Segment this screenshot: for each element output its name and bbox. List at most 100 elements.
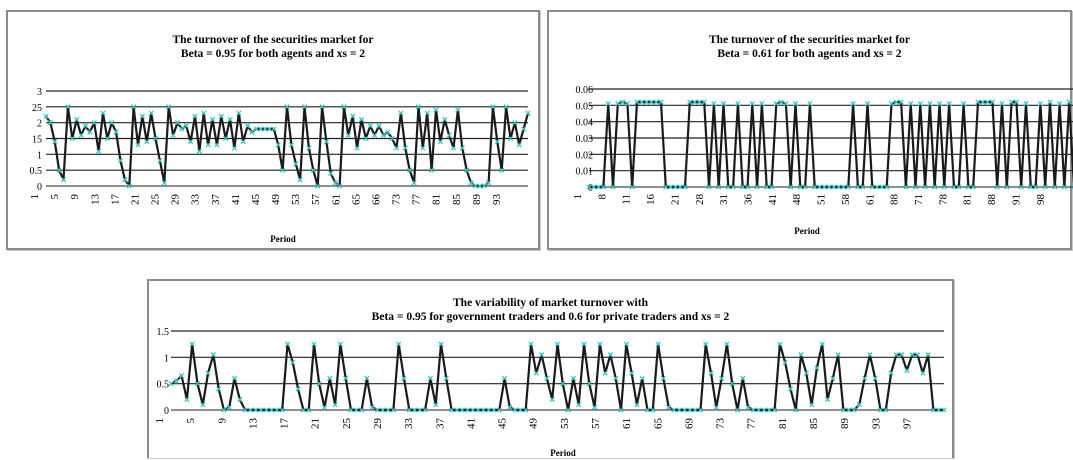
data-point <box>715 184 722 190</box>
data-point <box>485 180 492 186</box>
x-tick-label: 73 <box>391 194 403 206</box>
x-tick-label: 48 <box>791 194 803 206</box>
chart-title: The turnover of the securities market fo… <box>8 33 538 61</box>
data-point <box>720 101 727 107</box>
data-point <box>783 101 789 107</box>
data-point <box>345 132 352 138</box>
data-point <box>650 407 656 413</box>
data-point <box>358 407 365 413</box>
x-tick-label: 61 <box>864 194 876 205</box>
chart-panel-beta-095: The turnover of the securities market fo… <box>6 10 540 250</box>
data-point <box>463 167 470 173</box>
data-point <box>295 386 301 392</box>
data-point <box>581 341 587 347</box>
data-point <box>591 404 598 411</box>
y-tick-label: 15 <box>32 135 42 146</box>
chart-title-line-2: Beta = 0.61 for both agents and xs = 2 <box>717 48 902 60</box>
data-point <box>406 407 412 413</box>
data-point <box>363 135 369 142</box>
data-point <box>768 184 775 190</box>
data-point <box>1013 99 1020 105</box>
data-point <box>512 407 518 413</box>
data-point <box>528 341 534 347</box>
x-tick-label: 17 <box>279 418 291 430</box>
data-point <box>523 407 529 413</box>
data-point <box>135 142 141 148</box>
data-point <box>893 99 899 105</box>
data-point <box>777 341 783 347</box>
data-point <box>946 101 952 107</box>
x-tick-label: 91 <box>1010 194 1022 205</box>
x-tick-label: 49 <box>270 194 282 206</box>
x-tick-label: 65 <box>350 194 362 206</box>
x-tick-label: 98 <box>1035 194 1047 206</box>
data-point <box>999 101 1005 107</box>
data-point <box>1008 99 1015 105</box>
x-tick-label: 69 <box>683 418 695 430</box>
data-point <box>470 407 476 413</box>
data-point <box>956 184 962 190</box>
data-point <box>279 167 286 173</box>
data-point <box>1066 99 1072 105</box>
y-tick-label: 0 <box>37 182 42 193</box>
data-point <box>687 99 693 105</box>
data-point <box>279 407 285 413</box>
data-point <box>517 407 524 413</box>
data-point <box>380 407 386 413</box>
x-tick-label: 21 <box>310 418 322 429</box>
data-point <box>358 116 365 123</box>
data-point <box>864 101 871 107</box>
data-point <box>321 404 328 411</box>
data-point <box>152 135 159 142</box>
chart-title-line-2: Beta = 0.95 for both agents and xs = 2 <box>180 48 366 60</box>
data-point <box>898 352 905 358</box>
data-point <box>305 407 312 413</box>
data-point <box>1004 184 1010 190</box>
data-point <box>778 99 784 105</box>
data-point <box>538 352 545 358</box>
data-point <box>290 359 296 366</box>
data-point <box>300 407 307 413</box>
x-tick-label: 49 <box>528 418 540 430</box>
data-point <box>706 184 712 190</box>
data-point <box>544 375 550 382</box>
data-point <box>749 101 755 107</box>
x-tick-label: 41 <box>465 418 477 429</box>
x-tick-label: 25 <box>150 194 162 206</box>
data-point <box>350 113 356 119</box>
data-point <box>454 407 460 413</box>
data-point <box>860 184 866 190</box>
data-point <box>306 145 312 151</box>
data-point <box>428 167 435 173</box>
data-point <box>494 139 500 145</box>
x-tick-label: 33 <box>403 418 415 430</box>
data-point <box>793 407 799 413</box>
x-tick-label: 77 <box>746 418 758 430</box>
x-tick-label: 53 <box>559 418 571 430</box>
data-point <box>139 113 146 119</box>
data-point <box>1052 184 1058 190</box>
x-tick-label: 21 <box>129 194 141 205</box>
y-tick-label: 1 <box>164 353 169 364</box>
data-point <box>639 375 645 382</box>
data-point <box>438 341 444 347</box>
x-tick-label: 5 <box>185 418 197 424</box>
data-point <box>586 184 592 190</box>
data-point <box>816 184 823 190</box>
data-point <box>735 101 741 107</box>
x-tick-label: 81 <box>431 194 443 205</box>
data-point <box>629 184 635 190</box>
data-point <box>761 407 767 413</box>
data-point <box>648 99 655 105</box>
y-tick-label: 0.03 <box>576 134 594 145</box>
data-point <box>174 120 181 126</box>
data-point <box>879 184 885 190</box>
data-point <box>411 407 418 413</box>
x-tick-label: 1 <box>154 418 166 424</box>
data-point <box>104 135 111 142</box>
x-tick-label: 11 <box>621 194 633 205</box>
data-point <box>565 407 571 413</box>
data-point <box>512 120 518 126</box>
data-point <box>740 184 746 190</box>
